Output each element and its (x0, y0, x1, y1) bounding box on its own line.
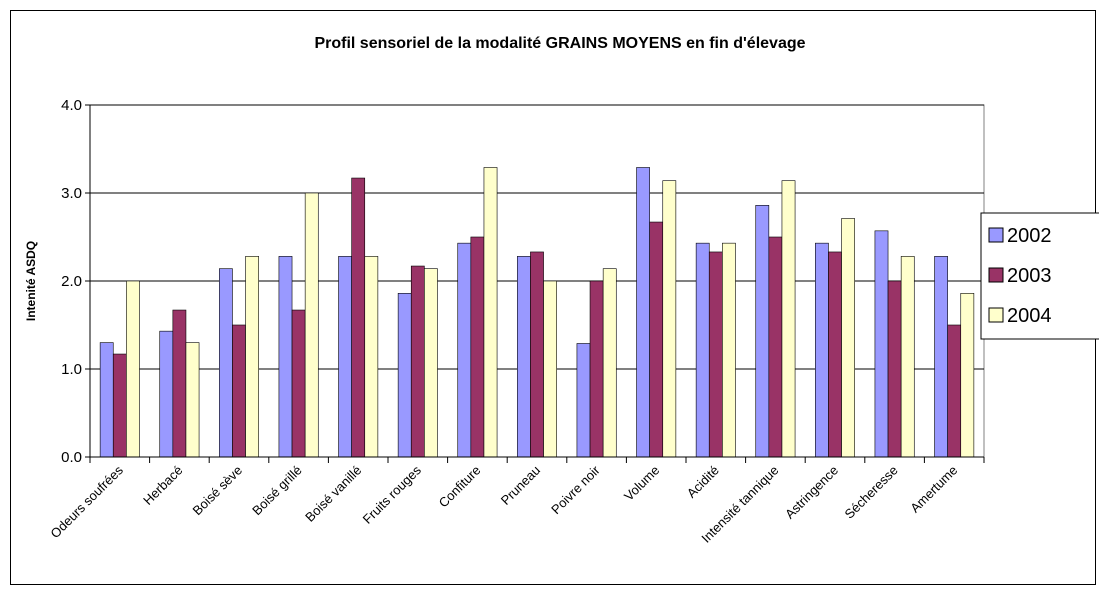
bar (457, 242, 472, 458)
chart-title: Profil sensoriel de la modalité GRAINS M… (314, 35, 805, 52)
bar (768, 236, 783, 458)
bar (960, 293, 975, 458)
bar (530, 251, 544, 458)
bar (934, 256, 948, 458)
bar (159, 330, 174, 458)
bar (99, 342, 114, 458)
bar (338, 256, 352, 458)
bar (126, 280, 140, 458)
legend-swatch (988, 227, 1004, 243)
bar (351, 177, 366, 458)
bar (722, 242, 736, 458)
y-tick-label: 3.0 (61, 185, 82, 202)
bar (649, 221, 664, 458)
y-tick-label: 0.0 (61, 449, 82, 466)
bar (424, 268, 438, 458)
bar (219, 268, 233, 458)
bar (278, 256, 293, 458)
legend-label: 2002 (1007, 225, 1052, 247)
bar (636, 167, 650, 458)
y-tick-label: 1.0 (61, 361, 82, 378)
bar (364, 256, 379, 458)
bar (781, 180, 796, 458)
bar (841, 218, 855, 458)
legend-swatch (988, 307, 1004, 323)
bar (245, 256, 259, 458)
legend-swatch (988, 267, 1004, 283)
bar (828, 251, 842, 458)
bar (517, 256, 531, 458)
legend-label: 2003 (1007, 265, 1052, 287)
bar (185, 342, 200, 458)
bar (397, 293, 412, 458)
bar (662, 180, 677, 458)
bar (483, 167, 498, 458)
bar (291, 309, 306, 458)
bar (708, 251, 723, 458)
bar (112, 353, 127, 458)
bar (874, 230, 889, 458)
bar (947, 324, 962, 458)
bar (304, 192, 319, 458)
bar (470, 236, 485, 458)
bar (695, 242, 710, 458)
legend-label: 2004 (1007, 305, 1052, 327)
bar (815, 242, 829, 458)
bar (543, 280, 557, 458)
bar (900, 256, 915, 458)
bar (232, 324, 246, 458)
bar (589, 280, 604, 458)
bar (887, 280, 902, 458)
bar (172, 309, 187, 458)
y-tick-label: 4.0 (61, 97, 82, 114)
y-tick-label: 2.0 (61, 273, 82, 290)
bar (602, 268, 617, 458)
y-axis-label: Intenité ASDQ (24, 241, 38, 321)
bar (576, 343, 591, 458)
bar (410, 265, 425, 458)
bar (755, 205, 770, 458)
